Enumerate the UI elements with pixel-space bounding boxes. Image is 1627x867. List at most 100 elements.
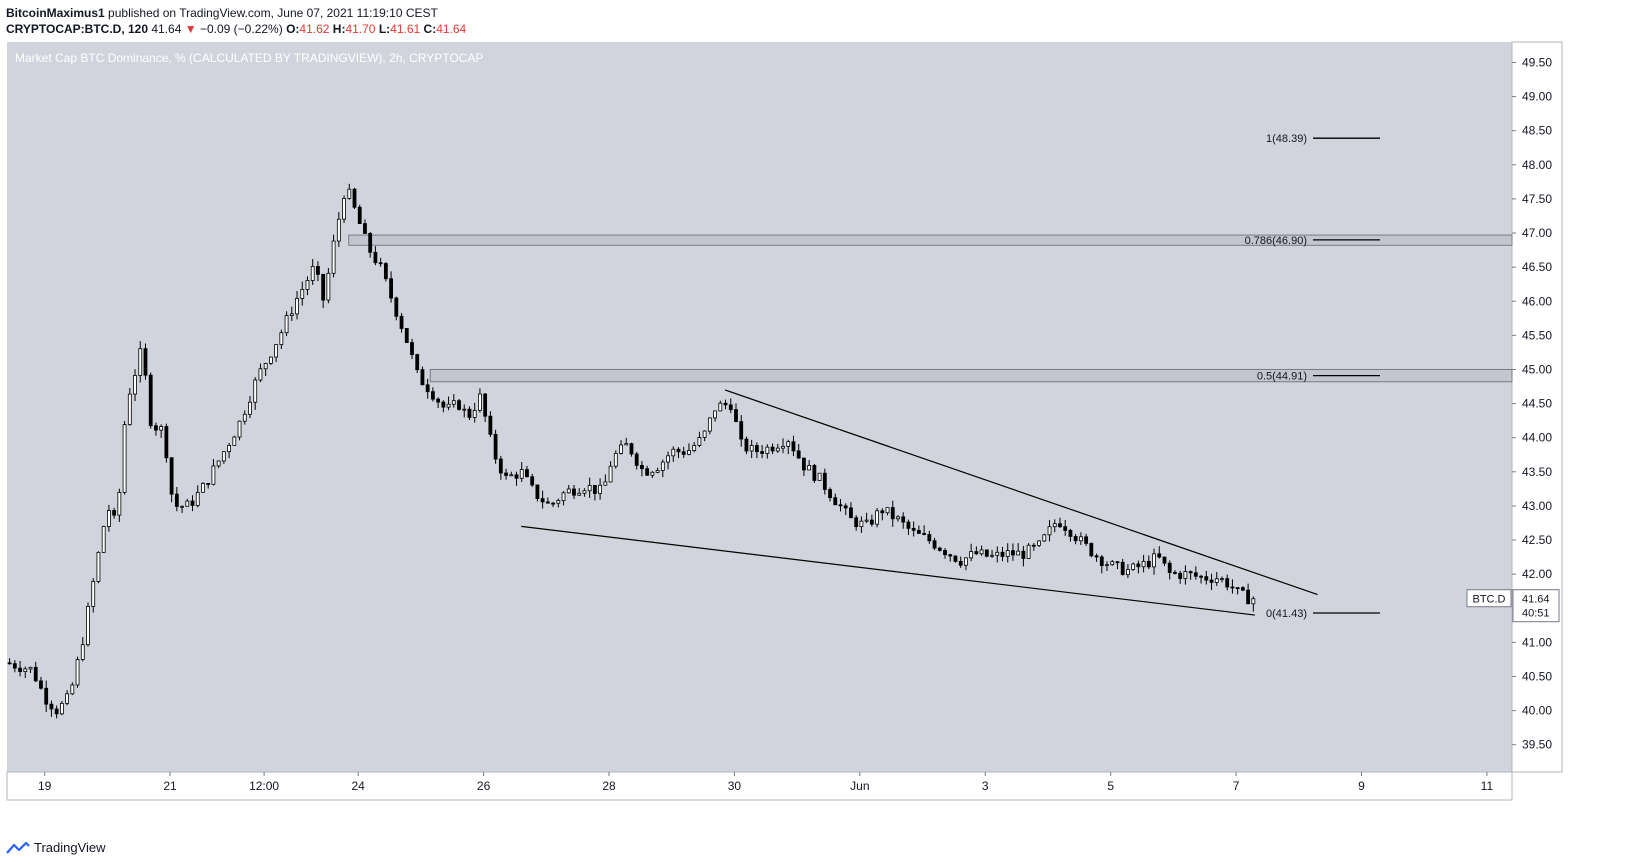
candle-body — [248, 401, 252, 415]
candle-body — [645, 468, 650, 476]
candle-body — [922, 533, 927, 535]
y-tick-label: 40.00 — [1522, 704, 1552, 718]
candle-body — [640, 465, 644, 470]
candle-body — [519, 469, 524, 479]
y-tick-label: 49.50 — [1522, 55, 1552, 69]
candle-body — [70, 684, 75, 695]
candle-body — [744, 438, 749, 452]
candle-body — [415, 354, 420, 371]
low-value: 41.61 — [390, 22, 421, 36]
candle-body — [854, 517, 859, 528]
candle-body — [242, 413, 247, 422]
symbol-label-box — [1466, 589, 1512, 608]
y-tick-label: 42.00 — [1522, 567, 1552, 581]
candle-body — [1214, 578, 1219, 583]
last-price: 41.64 — [151, 22, 182, 36]
candle-body — [514, 474, 519, 479]
fib-label: 0(41.43) — [1266, 608, 1307, 620]
candle-body — [1026, 544, 1031, 559]
candle-body — [316, 266, 320, 275]
price-change: −0.09 (−0.22%) — [199, 22, 283, 36]
published-text: published on TradingView.com, June 07, 2… — [108, 6, 438, 20]
candle-body — [237, 420, 242, 438]
candle-body — [880, 510, 885, 514]
publisher-name[interactable]: BitcoinMaximus1 — [6, 6, 105, 20]
y-tick-label: 44.50 — [1522, 397, 1552, 411]
candle-body — [1120, 561, 1125, 575]
open-label: O: — [286, 22, 300, 36]
candle-body — [1136, 563, 1141, 568]
candle-body — [1105, 564, 1109, 567]
candle-body — [430, 391, 435, 400]
x-tick-label: 9 — [1358, 779, 1365, 793]
candle-body — [875, 510, 879, 525]
candle-body — [535, 484, 540, 500]
symbol-label: BTC.D — [1473, 594, 1506, 606]
candle-body — [1162, 556, 1167, 564]
candle-body — [525, 469, 529, 478]
candle-body — [227, 444, 231, 453]
candle-body — [357, 206, 362, 224]
candle-body — [896, 516, 900, 520]
candle-body — [906, 521, 911, 529]
candle-body — [59, 702, 64, 715]
candle-body — [1058, 523, 1062, 528]
candle-body — [608, 465, 613, 483]
candle-body — [295, 298, 299, 315]
candle-body — [613, 452, 618, 467]
candle-body — [802, 457, 806, 471]
candle-body — [467, 408, 472, 418]
candle-body — [1225, 578, 1230, 588]
candle-body — [133, 375, 137, 395]
candle-body — [33, 666, 38, 682]
candle-body — [671, 448, 676, 457]
candle-body — [765, 446, 770, 454]
candle-body — [86, 605, 90, 646]
candle-body — [112, 510, 117, 516]
x-tick-label: 28 — [602, 779, 616, 793]
candle-body — [1052, 523, 1057, 528]
candle-body — [634, 453, 639, 466]
candle-body — [101, 526, 106, 553]
candle-body — [603, 481, 608, 486]
candle-body — [1188, 571, 1193, 574]
candle-body — [629, 443, 634, 455]
candle-body — [75, 659, 80, 686]
candle-body — [169, 457, 174, 495]
x-tick-label: 26 — [477, 779, 491, 793]
candle-body — [927, 534, 932, 542]
y-tick-label: 47.00 — [1522, 226, 1552, 240]
candle-body — [154, 425, 158, 431]
y-tick-label: 45.00 — [1522, 362, 1552, 376]
candle-body — [974, 551, 979, 555]
x-tick-label: 30 — [728, 779, 742, 793]
candle-body — [530, 476, 535, 486]
y-tick-label: 40.50 — [1522, 669, 1552, 683]
candle-body — [211, 465, 216, 485]
candle-body — [540, 498, 545, 503]
candle-body — [321, 273, 326, 301]
candle-body — [410, 342, 414, 355]
candle-body — [859, 520, 864, 528]
x-tick-label: 7 — [1233, 779, 1240, 793]
footer-brand[interactable]: TradingView — [6, 840, 106, 855]
candle-body — [457, 400, 461, 410]
candle-body — [127, 393, 132, 426]
candle-body — [624, 443, 629, 446]
candle-body — [107, 510, 111, 527]
candle-body — [54, 708, 59, 715]
candle-body — [807, 465, 812, 471]
candle-body — [843, 505, 848, 509]
candle-body — [65, 693, 69, 704]
candle-body — [122, 424, 127, 493]
x-tick-label: 5 — [1107, 779, 1114, 793]
chart-header: BitcoinMaximus1 published on TradingView… — [6, 5, 466, 37]
candle-body — [551, 502, 555, 505]
candle-body — [990, 554, 994, 557]
candle-body — [336, 218, 341, 242]
candle-body — [812, 465, 817, 481]
candle-body — [1152, 553, 1156, 568]
candle-body — [258, 368, 263, 381]
symbol-label[interactable]: CRYPTOCAP:BTC.D, 120 — [6, 22, 149, 36]
